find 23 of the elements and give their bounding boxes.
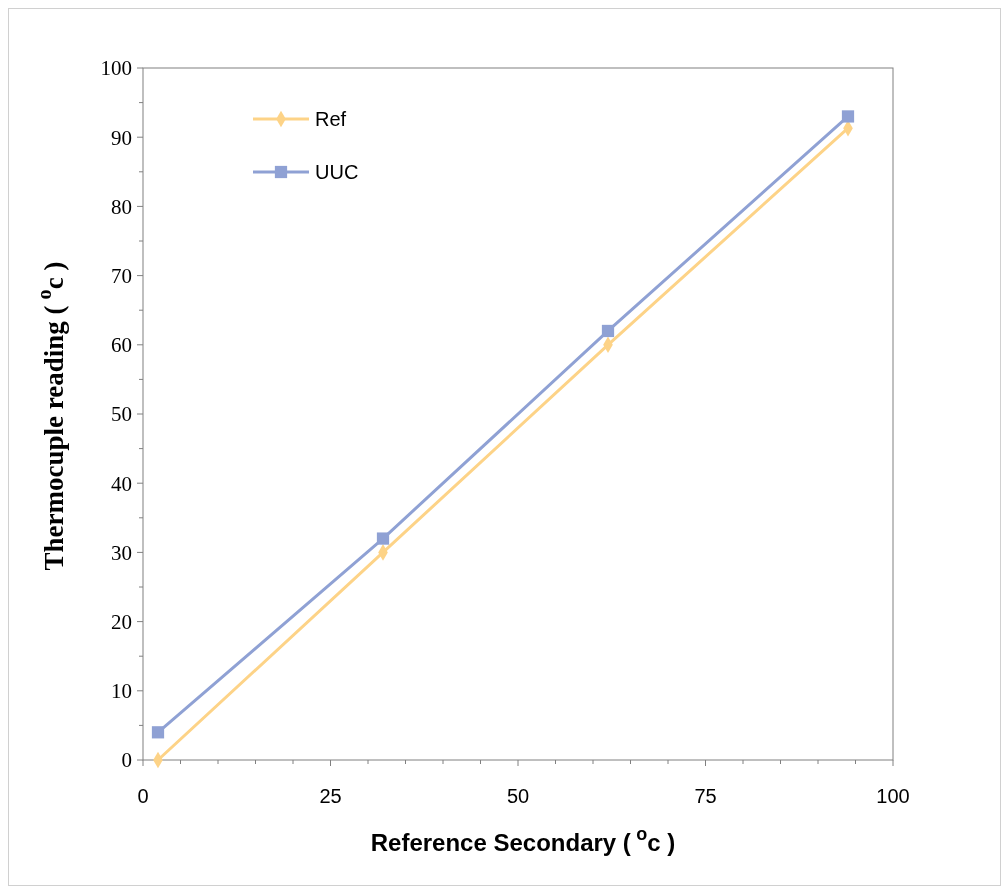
y-tick-label: 40 xyxy=(111,471,132,496)
y-tick-label: 0 xyxy=(121,748,132,773)
legend-label: UUC xyxy=(315,161,359,183)
y-tick-label: 100 xyxy=(100,56,132,81)
point xyxy=(376,532,390,545)
y-tick-label: 60 xyxy=(111,333,132,358)
y-tick-label: 70 xyxy=(111,263,132,288)
point xyxy=(151,726,165,739)
point xyxy=(601,324,615,338)
x-tick-label: 75 xyxy=(694,785,717,807)
x-tick-label: 100 xyxy=(876,785,910,807)
y-tick-label: 30 xyxy=(111,540,132,565)
x-tick-label: 25 xyxy=(319,785,342,807)
y-tick-label: 10 xyxy=(111,679,132,704)
y-tick-label: 20 xyxy=(111,609,132,634)
point xyxy=(841,110,855,123)
y-tick-label: 50 xyxy=(111,402,132,427)
x-axis-title: Reference Secondary ($^{o}$c ) xyxy=(370,824,676,856)
y-tick-label: 90 xyxy=(111,125,132,150)
x-tick-label: 50 xyxy=(506,785,530,807)
y-tick-label: 80 xyxy=(111,194,132,219)
x-tick-label: 0 xyxy=(137,785,149,807)
legend-label: Ref xyxy=(315,108,347,130)
